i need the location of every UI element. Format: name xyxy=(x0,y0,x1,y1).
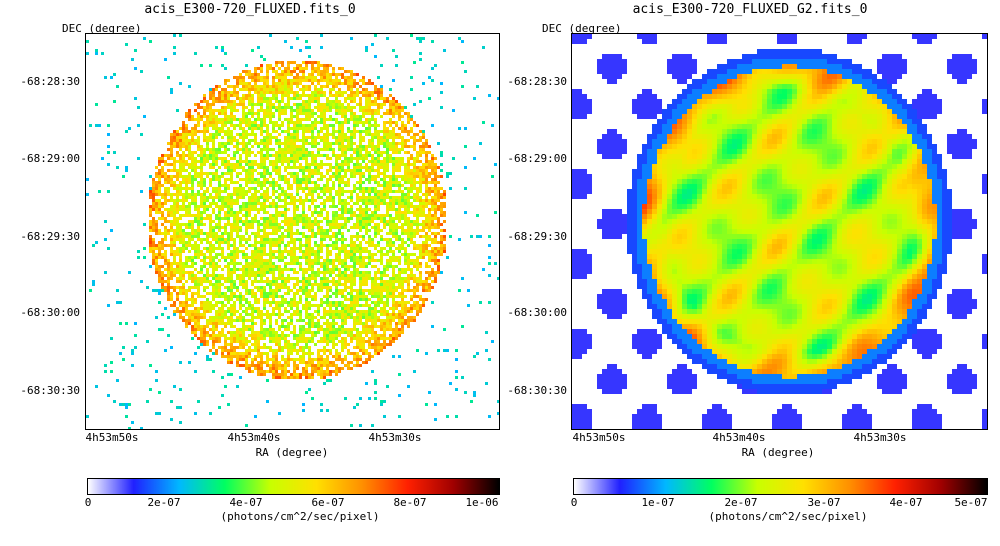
right-ytick-5: -68:30:30 xyxy=(507,384,567,397)
right-panel-title: acis_E300-720_FLUXED_G2.fits_0 xyxy=(632,2,868,17)
right-cbtick-4: 3e-07 xyxy=(807,496,841,509)
left-ra-axis-label: RA (degree) xyxy=(255,446,329,459)
left-cbtick-4: 6e-07 xyxy=(311,496,345,509)
left-cbtick-1: 0 xyxy=(84,496,92,509)
right-colorbar xyxy=(573,478,988,495)
left-fits-image xyxy=(86,34,499,429)
left-ytick-1: -68:28:30 xyxy=(20,75,80,88)
right-image-panel: acis_E300-720_FLUXED_G2.fits_0 DEC (degr… xyxy=(500,0,1000,546)
left-dec-axis-label: DEC (degree) xyxy=(62,22,142,35)
right-cbtick-5: 4e-07 xyxy=(889,496,923,509)
left-colorbar xyxy=(87,478,500,495)
left-cbtick-6: 1e-06 xyxy=(465,496,499,509)
left-xtick-1: 4h53m50s xyxy=(85,431,139,444)
right-cbtick-2: 1e-07 xyxy=(641,496,675,509)
left-panel-title: acis_E300-720_FLUXED.fits_0 xyxy=(144,2,356,17)
right-cbtick-3: 2e-07 xyxy=(724,496,758,509)
right-ytick-4: -68:30:00 xyxy=(507,306,567,319)
left-colorbar-unit: (photons/cm^2/sec/pixel) xyxy=(220,510,380,523)
right-xtick-2: 4h53m40s xyxy=(712,431,766,444)
left-xtick-2: 4h53m40s xyxy=(227,431,281,444)
right-cbtick-6: 5e-07 xyxy=(954,496,988,509)
right-ytick-3: -68:29:30 xyxy=(507,230,567,243)
left-image-panel: acis_E300-720_FLUXED.fits_0 DEC (degree)… xyxy=(20,2,500,523)
right-xtick-1: 4h53m50s xyxy=(572,431,626,444)
right-ra-axis-label: RA (degree) xyxy=(741,446,815,459)
right-xtick-3: 4h53m30s xyxy=(853,431,907,444)
right-ytick-1: -68:28:30 xyxy=(507,75,567,88)
left-ytick-2: -68:29:00 xyxy=(20,152,80,165)
left-cbtick-5: 8e-07 xyxy=(393,496,427,509)
right-dec-axis-label: DEC (degree) xyxy=(542,22,622,35)
left-cbtick-2: 2e-07 xyxy=(147,496,181,509)
right-image-canvas[interactable] xyxy=(571,33,988,430)
left-cbtick-3: 4e-07 xyxy=(229,496,263,509)
left-xtick-3: 4h53m30s xyxy=(368,431,422,444)
right-cbtick-1: 0 xyxy=(570,496,578,509)
left-image-canvas[interactable] xyxy=(85,33,500,430)
right-colorbar-unit: (photons/cm^2/sec/pixel) xyxy=(708,510,868,523)
right-fits-image xyxy=(572,34,987,429)
left-ytick-3: -68:29:30 xyxy=(20,230,80,243)
left-ytick-5: -68:30:30 xyxy=(20,384,80,397)
right-ytick-2: -68:29:00 xyxy=(507,152,567,165)
left-ytick-4: -68:30:00 xyxy=(20,306,80,319)
